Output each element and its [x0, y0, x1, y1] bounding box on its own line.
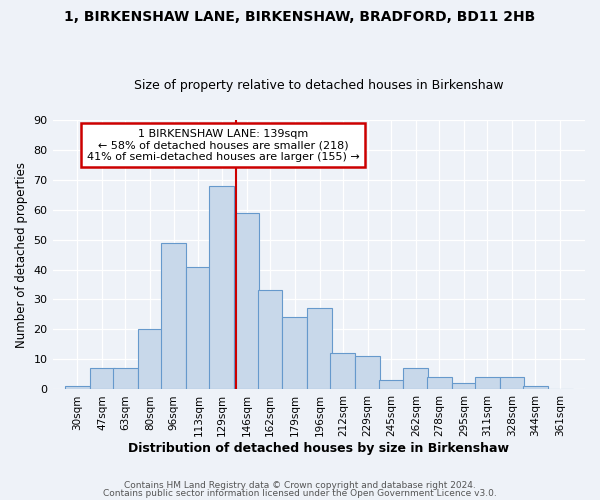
Bar — [186, 266, 211, 390]
Bar — [209, 186, 234, 390]
Bar — [500, 378, 524, 390]
Bar — [475, 378, 500, 390]
Text: 1 BIRKENSHAW LANE: 139sqm
← 58% of detached houses are smaller (218)
41% of semi: 1 BIRKENSHAW LANE: 139sqm ← 58% of detac… — [87, 128, 359, 162]
Bar — [331, 354, 355, 390]
Bar — [283, 318, 307, 390]
Bar — [427, 378, 452, 390]
Bar — [138, 330, 163, 390]
Bar — [355, 356, 380, 390]
Text: 1, BIRKENSHAW LANE, BIRKENSHAW, BRADFORD, BD11 2HB: 1, BIRKENSHAW LANE, BIRKENSHAW, BRADFORD… — [64, 10, 536, 24]
Y-axis label: Number of detached properties: Number of detached properties — [15, 162, 28, 348]
Bar — [403, 368, 428, 390]
Bar — [113, 368, 138, 390]
Title: Size of property relative to detached houses in Birkenshaw: Size of property relative to detached ho… — [134, 79, 503, 92]
Bar — [161, 242, 186, 390]
Bar — [523, 386, 548, 390]
Bar — [379, 380, 403, 390]
Text: Contains public sector information licensed under the Open Government Licence v3: Contains public sector information licen… — [103, 488, 497, 498]
Bar — [234, 212, 259, 390]
Bar — [90, 368, 115, 390]
Bar — [452, 384, 476, 390]
Bar — [65, 386, 90, 390]
Text: Contains HM Land Registry data © Crown copyright and database right 2024.: Contains HM Land Registry data © Crown c… — [124, 481, 476, 490]
Bar — [257, 290, 283, 390]
Bar — [307, 308, 332, 390]
X-axis label: Distribution of detached houses by size in Birkenshaw: Distribution of detached houses by size … — [128, 442, 509, 455]
